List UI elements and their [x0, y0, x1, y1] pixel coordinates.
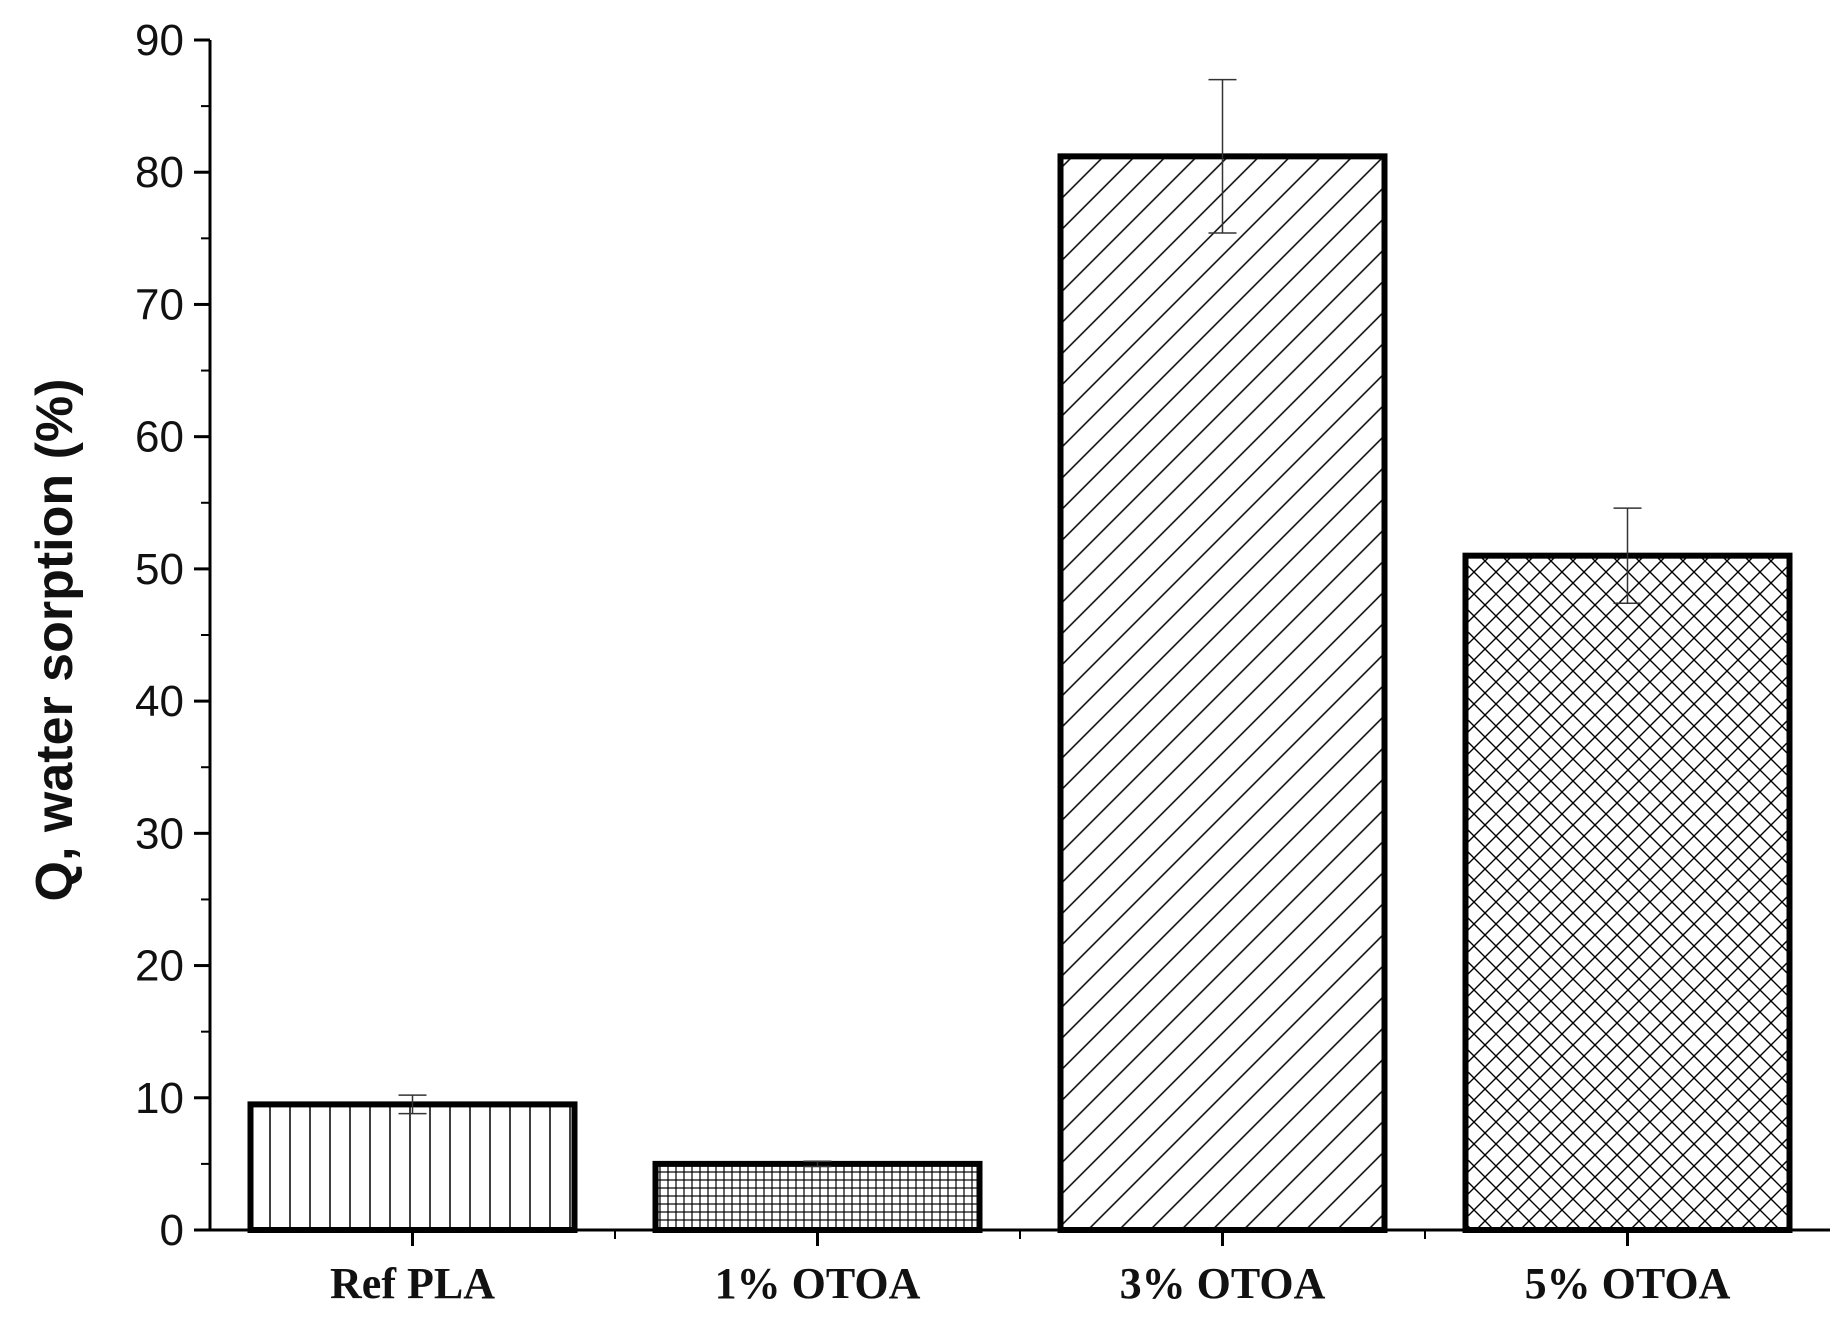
- bar-2: [652, 1160, 983, 1234]
- y-tick-label: 0: [160, 1206, 184, 1255]
- bar-3: [1057, 153, 1388, 1233]
- category-labels: Ref PLA 1% OTOA 3% OTOA 5% OTOA: [330, 1259, 1731, 1308]
- x-ticks: [411, 1230, 1629, 1246]
- bar-4: [1462, 552, 1793, 1233]
- y-tick-label: 30: [135, 809, 184, 858]
- category-label: 5% OTOA: [1525, 1259, 1731, 1308]
- y-tick-label: 50: [135, 545, 184, 594]
- y-tick-label: 80: [135, 148, 184, 197]
- category-label: Ref PLA: [330, 1259, 495, 1308]
- y-tick-label: 40: [135, 677, 184, 726]
- category-label: 1% OTOA: [715, 1259, 921, 1308]
- y-tick-label: 10: [135, 1074, 184, 1123]
- y-axis-title: Q, water sorption (%): [26, 379, 84, 902]
- y-tick-label: 60: [135, 413, 184, 462]
- y-ticks: 0 10 20 30 40 50 60 70 80 90: [135, 16, 210, 1255]
- y-tick-label: 70: [135, 280, 184, 329]
- bar-1: [247, 1101, 578, 1234]
- error-bars: [398, 78, 1642, 1168]
- category-label: 3% OTOA: [1120, 1259, 1326, 1308]
- y-tick-label: 20: [135, 942, 184, 991]
- y-tick-label: 90: [135, 16, 184, 65]
- bars: [247, 153, 1793, 1234]
- y-axis: 0 10 20 30 40 50 60 70 80 90: [135, 16, 212, 1255]
